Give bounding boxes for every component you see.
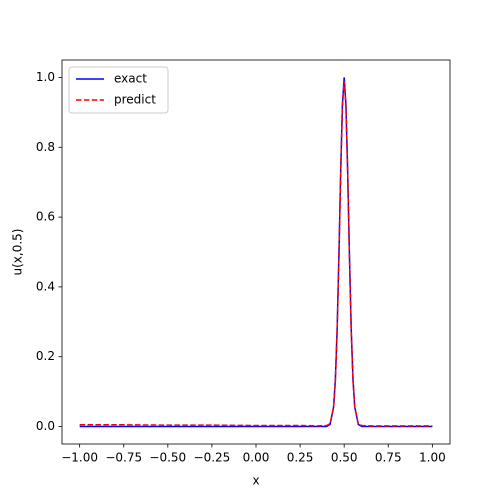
- line-0: [79, 77, 433, 428]
- y-tick-label: 0.4: [36, 279, 55, 293]
- x-tick-label: −1.00: [61, 451, 98, 465]
- x-tick-label: 0.50: [331, 451, 358, 465]
- x-tick-label: 0.75: [375, 451, 402, 465]
- y-tick-label: 0.2: [36, 349, 55, 363]
- x-axis-label: x: [252, 474, 259, 488]
- x-tick-label: 1.00: [419, 451, 446, 465]
- line-1: [79, 80, 433, 427]
- x-tick-label: −0.25: [194, 451, 231, 465]
- y-tick-label: 1.0: [36, 70, 55, 84]
- legend-label: exact: [114, 72, 147, 86]
- y-tick-label: 0.8: [36, 140, 55, 154]
- plot-frame: [61, 59, 451, 445]
- y-tick-label: 0.0: [36, 419, 55, 433]
- x-tick-label: 0.25: [287, 451, 314, 465]
- y-axis-label: u(x,0.5): [11, 229, 25, 276]
- legend-label: predict: [114, 93, 156, 107]
- x-tick-label: −0.50: [149, 451, 186, 465]
- x-tick-label: 0.00: [243, 451, 270, 465]
- y-tick-label: 0.6: [36, 210, 55, 224]
- x-tick-label: −0.75: [105, 451, 142, 465]
